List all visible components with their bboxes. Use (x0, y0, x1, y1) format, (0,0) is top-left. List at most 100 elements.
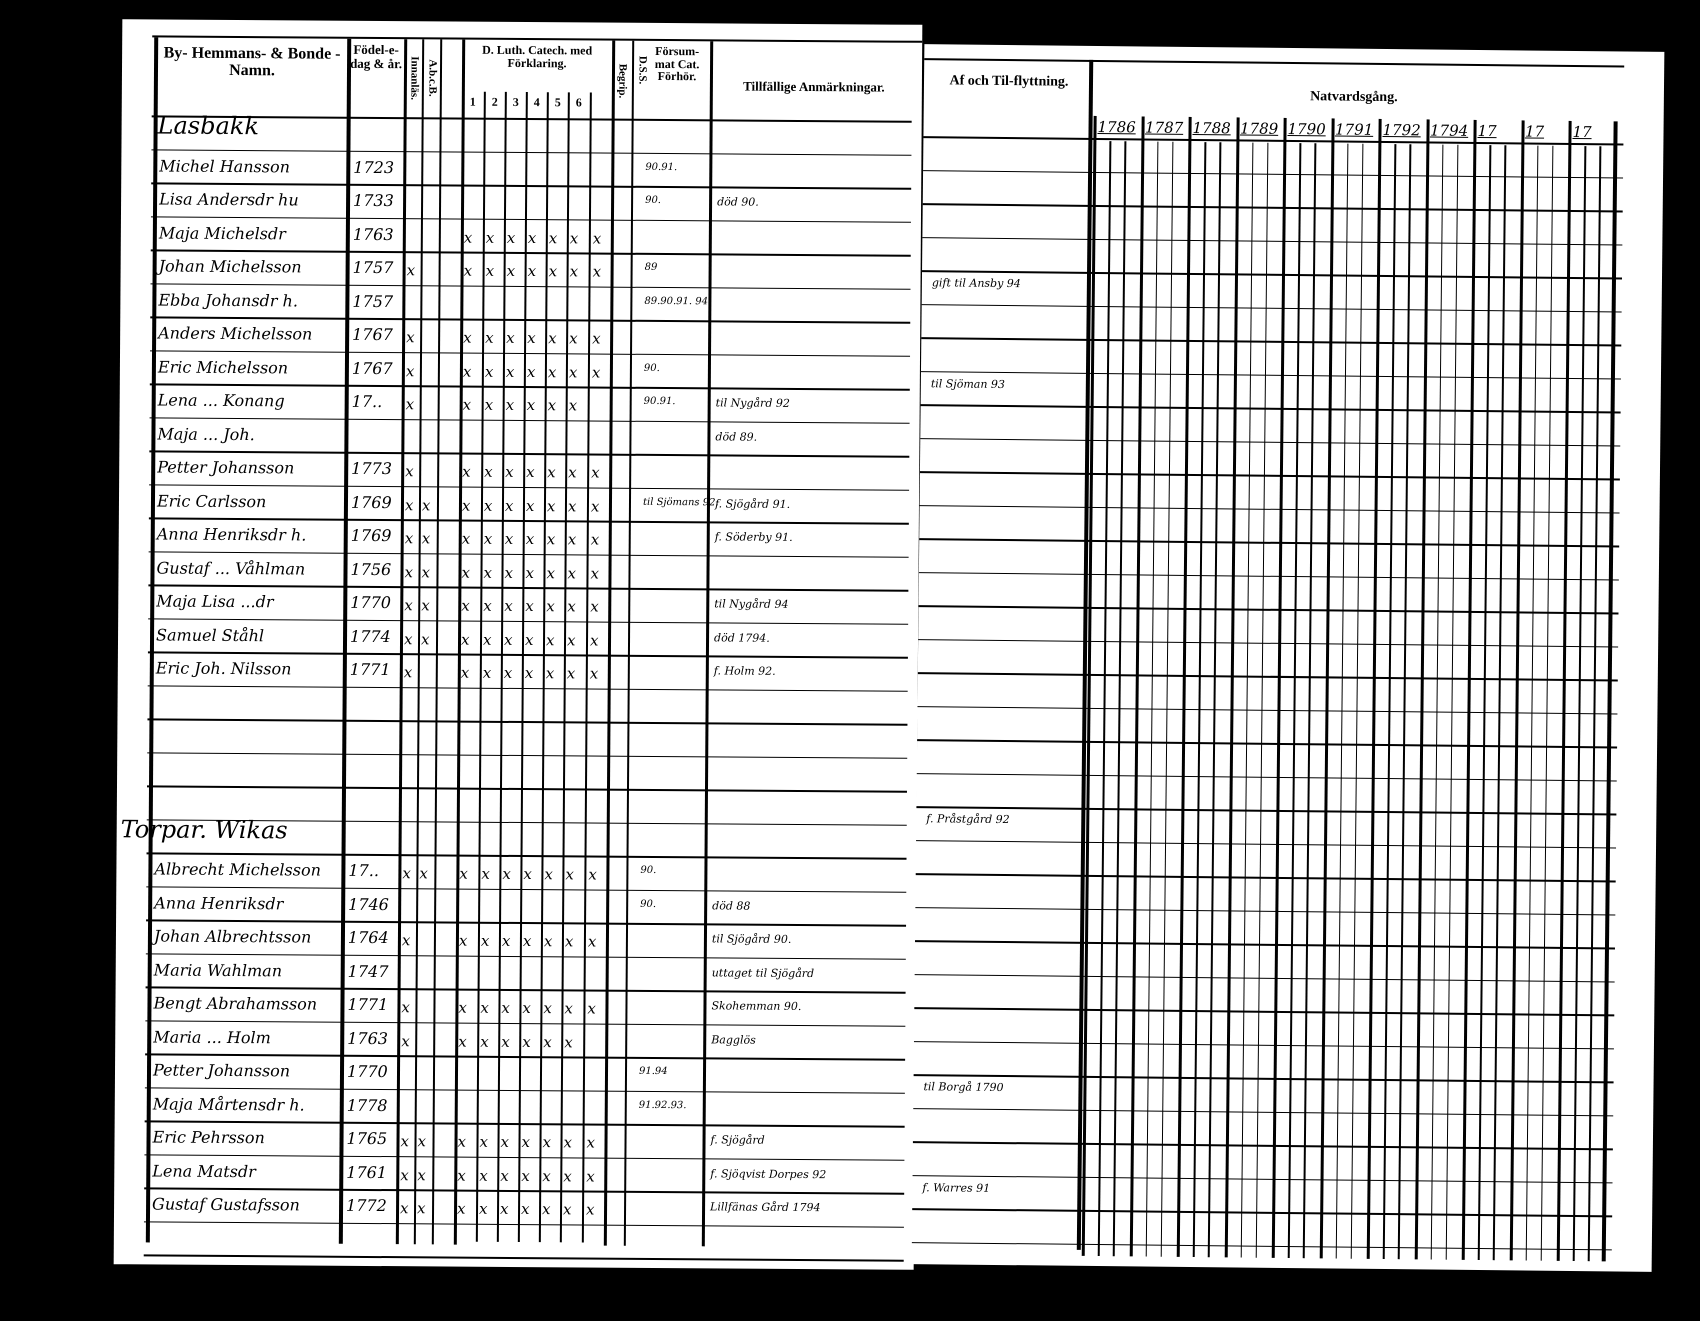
header-remarks: Tillfällige Anmärkningar. (743, 78, 885, 95)
year-rule (1509, 120, 1525, 1261)
check-mark: x (403, 663, 413, 682)
sub-rule (1097, 141, 1111, 1257)
sub-rule (1492, 145, 1506, 1261)
year-label: 1788 (1192, 118, 1231, 138)
check-mark: x (505, 462, 514, 481)
birth-year: 1756 (350, 559, 392, 579)
check-mark: x (421, 596, 430, 615)
check-mark: x (483, 496, 493, 515)
remark-note: f. Sjögård (710, 1133, 765, 1147)
check-mark: x (564, 1032, 573, 1051)
check-mark: x (527, 228, 537, 247)
check-mark: x (460, 663, 470, 682)
row-rule (150, 215, 911, 223)
forhor-note: 90.91. (643, 395, 676, 408)
check-mark: x (462, 462, 471, 481)
check-mark: x (589, 631, 599, 650)
person-name: Maria ... Holm (153, 1026, 271, 1047)
year-label: 17 (1524, 122, 1545, 141)
person-name: Maja Mårtensdr h. (152, 1093, 305, 1115)
person-name: Eric Pehrsson (152, 1127, 265, 1148)
check-mark: x (527, 262, 537, 281)
remark-note: f. Sjögård 91. (714, 496, 791, 511)
check-mark: x (569, 329, 578, 348)
row-rule (913, 1107, 1614, 1117)
sub-rule (1430, 144, 1444, 1260)
check-mark: x (400, 1132, 410, 1151)
check-mark: x (562, 1200, 572, 1219)
check-mark: x (461, 596, 470, 615)
person-name: Eric Michelsson (157, 356, 289, 377)
check-mark: x (463, 228, 473, 247)
check-mark: x (484, 462, 493, 481)
check-mark: x (483, 529, 493, 548)
sub-rule (1287, 143, 1301, 1259)
row-rule (922, 203, 1623, 212)
birth-year: 1747 (347, 961, 389, 981)
row-rule (916, 806, 1617, 815)
person-name: Albrecht Michelsson (154, 859, 322, 880)
header-abc: A.b.c.B. (426, 59, 439, 98)
row-rule (148, 517, 909, 525)
sub-rule (1255, 142, 1269, 1258)
check-mark: x (416, 1199, 426, 1218)
check-mark: x (543, 999, 552, 1018)
check-mark: x (567, 530, 577, 549)
check-mark: x (402, 864, 411, 883)
row-rule (149, 483, 910, 491)
person-name: Eric Joh. Nilsson (155, 658, 292, 679)
check-mark: x (565, 865, 574, 884)
check-mark: x (590, 597, 599, 616)
year-rule (1414, 119, 1430, 1260)
check-mark: x (404, 562, 414, 581)
check-mark: x (462, 395, 472, 414)
row-rule (919, 504, 1620, 514)
sub-rule (1145, 141, 1159, 1257)
left-page: By- Hemmans- & Bonde - Namn. Födel-e-dag … (113, 19, 923, 1270)
check-mark: x (525, 496, 535, 515)
row-rule (915, 906, 1616, 916)
header-begrip: Begrip. (616, 63, 629, 99)
catechism-part: 4 (533, 95, 540, 110)
remark-note: Lillfänas Gård 1794 (710, 1200, 821, 1215)
check-mark: x (504, 596, 513, 615)
year-label: 1786 (1097, 117, 1136, 137)
forhor-note: 89 (644, 261, 658, 273)
check-mark: x (463, 261, 473, 280)
check-mark: x (541, 1200, 551, 1219)
year-rule (1556, 120, 1572, 1261)
catechism-part: 6 (575, 95, 582, 110)
birth-year: 1763 (347, 1028, 389, 1048)
row-rule (919, 538, 1620, 547)
row-rule (922, 236, 1623, 246)
row-rule (915, 940, 1615, 949)
sub-rule (1335, 143, 1349, 1259)
check-mark: x (563, 1133, 573, 1152)
check-mark: x (545, 630, 555, 649)
check-mark: x (521, 1133, 531, 1152)
check-mark: x (568, 463, 577, 482)
move-note: til Sjöman 93 (930, 376, 1006, 391)
person-name: Gustaf Gustafsson (152, 1194, 300, 1215)
check-mark: x (500, 1132, 510, 1151)
check-mark: x (401, 931, 411, 950)
header-top-rule (924, 58, 1625, 68)
row-rule (912, 1141, 1613, 1150)
catechism-part: 1 (469, 94, 476, 109)
check-mark: x (480, 1032, 489, 1051)
check-mark: x (457, 1166, 466, 1185)
check-mark: x (523, 865, 532, 884)
person-name: Johan Michelsson (158, 256, 302, 277)
check-mark: x (421, 529, 431, 548)
row-rule (919, 471, 1620, 480)
row-rule (147, 651, 908, 659)
check-mark: x (522, 1032, 531, 1051)
check-mark: x (485, 228, 495, 247)
check-mark: x (569, 228, 579, 247)
row-rule (911, 1275, 1612, 1284)
check-mark: x (405, 462, 414, 481)
check-mark: x (547, 362, 557, 381)
row-rule (916, 839, 1617, 849)
check-mark: x (501, 931, 511, 950)
birth-year: 1774 (349, 626, 391, 646)
